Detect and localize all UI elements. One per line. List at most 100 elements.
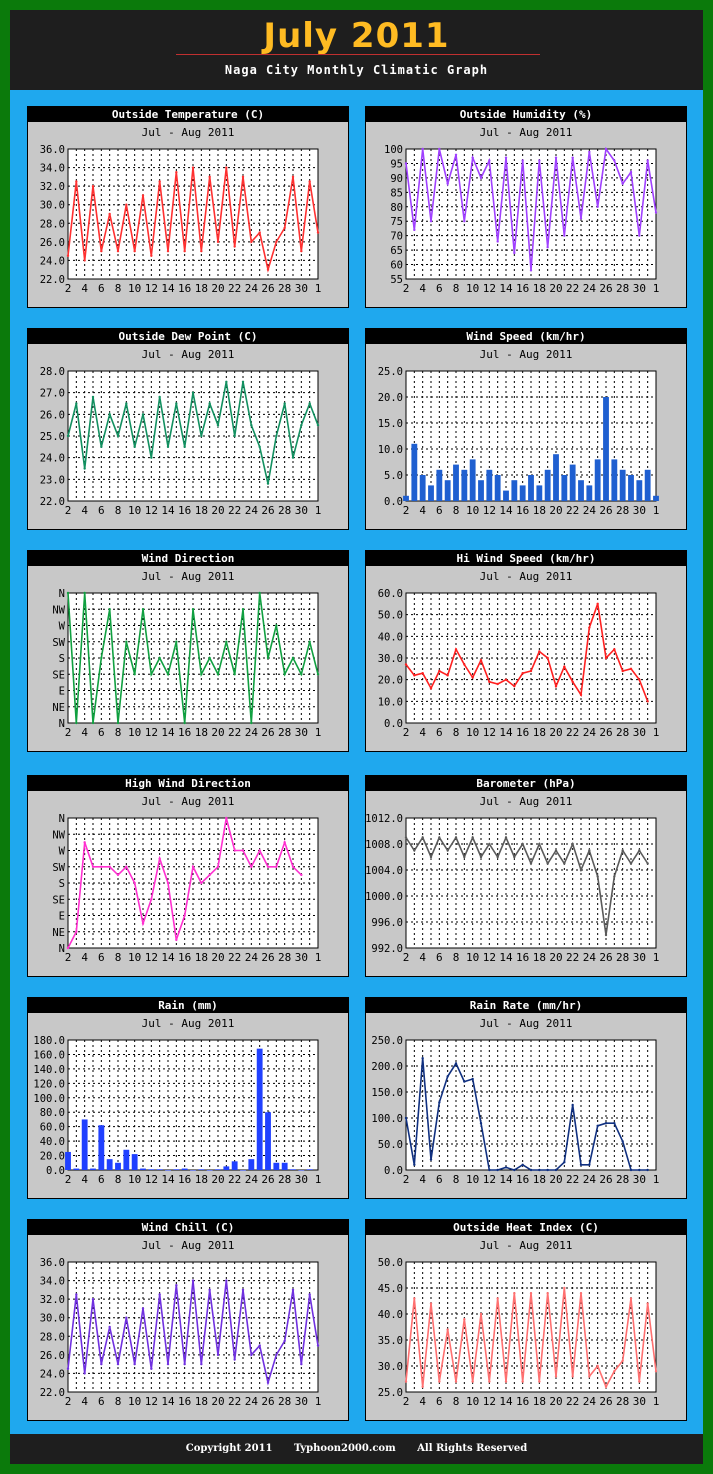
bar xyxy=(273,1162,280,1170)
data-point xyxy=(579,1292,583,1295)
data-point xyxy=(300,1362,303,1366)
x-tick-label: 30 xyxy=(633,282,646,295)
y-tick-label: 80 xyxy=(390,202,403,214)
data-point xyxy=(175,171,178,174)
data-point xyxy=(125,865,128,868)
y-tick-label: 85 xyxy=(390,187,403,199)
x-tick-label: 18 xyxy=(533,282,546,295)
data-point xyxy=(83,841,86,844)
data-point xyxy=(429,220,433,223)
y-tick-label: 95 xyxy=(390,158,403,170)
y-tick-label: NE xyxy=(52,702,65,714)
data-point xyxy=(275,434,278,438)
page-subtitle: Naga City Monthly Climatic Graph xyxy=(224,63,489,77)
data-point xyxy=(83,259,86,262)
data-point xyxy=(613,1370,616,1373)
data-point xyxy=(308,402,311,405)
data-point xyxy=(241,380,245,384)
y-tick-label: 200.0 xyxy=(371,1061,403,1073)
data-point xyxy=(241,175,245,179)
period-label: Jul - Aug 2011 xyxy=(142,570,235,583)
x-tick-label: 24 xyxy=(245,1173,259,1186)
y-tick-label: 36.0 xyxy=(40,1257,65,1269)
data-point xyxy=(66,254,70,257)
bar xyxy=(419,475,426,501)
data-point xyxy=(175,938,178,942)
x-tick-label: 20 xyxy=(549,1395,562,1408)
data-point xyxy=(413,674,416,677)
footer-site-link[interactable]: Typhoon2000.com xyxy=(293,1443,396,1454)
data-point xyxy=(258,849,261,852)
data-point xyxy=(175,402,178,405)
data-point xyxy=(125,203,128,206)
data-point xyxy=(191,865,195,868)
data-point xyxy=(316,423,320,427)
data-point xyxy=(116,721,120,725)
data-point xyxy=(463,663,466,666)
data-point xyxy=(479,176,483,180)
data-point xyxy=(250,423,253,427)
y-tick-label: 100.0 xyxy=(371,1113,403,1125)
x-tick-label: 1 xyxy=(653,1395,660,1408)
x-tick-label: 4 xyxy=(81,282,88,295)
chart-title: Outside Humidity (%) xyxy=(366,107,686,122)
data-point xyxy=(75,1293,78,1296)
x-tick-label: 20 xyxy=(549,504,562,517)
rain-chart-panel: Rain (mm) Jul - Aug 2011 2 4 6 8 10 12 14 16 18 20 2… xyxy=(27,997,349,1199)
data-point xyxy=(166,445,170,449)
data-point xyxy=(150,254,153,257)
y-tick-label: 22.0 xyxy=(40,496,65,508)
bar xyxy=(256,1048,263,1170)
data-point xyxy=(291,456,295,459)
bar xyxy=(586,485,593,501)
data-point xyxy=(513,684,516,688)
data-point xyxy=(596,1364,599,1368)
data-point xyxy=(629,862,633,865)
bar xyxy=(131,1154,138,1170)
data-point xyxy=(225,816,228,820)
data-point xyxy=(100,1362,103,1366)
wind-chart-panel: Wind Speed (km/hr) Jul - Aug 2011 2 4 6 8 10 12… xyxy=(365,328,687,530)
y-tick-label: 65 xyxy=(390,245,403,257)
data-point xyxy=(75,721,78,725)
y-tick-label: 0.0 xyxy=(384,1165,403,1177)
x-tick-label: 28 xyxy=(278,1173,291,1186)
y-tick-label: 1012.0 xyxy=(366,813,403,825)
data-point xyxy=(250,1353,253,1357)
data-point xyxy=(275,240,278,244)
y-tick-label: S xyxy=(59,653,65,665)
data-point xyxy=(488,1380,491,1383)
x-tick-label: 16 xyxy=(516,282,529,295)
data-point xyxy=(275,624,278,627)
data-point xyxy=(108,1325,111,1329)
y-tick-label: 10.0 xyxy=(378,444,403,456)
y-tick-label: 80.0 xyxy=(40,1107,65,1119)
data-point xyxy=(454,648,458,651)
bar xyxy=(486,469,493,501)
y-tick-label: 0.0 xyxy=(46,1165,65,1177)
data-point xyxy=(471,1380,474,1383)
data-point xyxy=(316,673,320,676)
data-point xyxy=(316,1344,320,1347)
data-point xyxy=(554,849,558,852)
x-tick-label: 10 xyxy=(466,951,479,964)
x-tick-label: 24 xyxy=(583,1395,597,1408)
data-point xyxy=(158,180,161,183)
data-point xyxy=(563,234,566,237)
y-tick-label: 1008.0 xyxy=(366,839,403,851)
bar xyxy=(544,469,551,501)
data-point xyxy=(446,674,449,677)
data-point xyxy=(208,175,211,179)
data-point xyxy=(150,898,153,901)
x-tick-label: 6 xyxy=(98,726,105,739)
x-tick-label: 1 xyxy=(315,1173,322,1186)
data-point xyxy=(133,881,136,885)
data-point xyxy=(83,591,86,595)
data-point xyxy=(421,1057,424,1060)
data-point xyxy=(588,150,591,154)
footer-copyright: Copyright 2011 xyxy=(185,1443,273,1454)
data-point xyxy=(150,1367,153,1370)
data-point xyxy=(258,231,261,234)
y-tick-label: 50.0 xyxy=(378,610,403,622)
